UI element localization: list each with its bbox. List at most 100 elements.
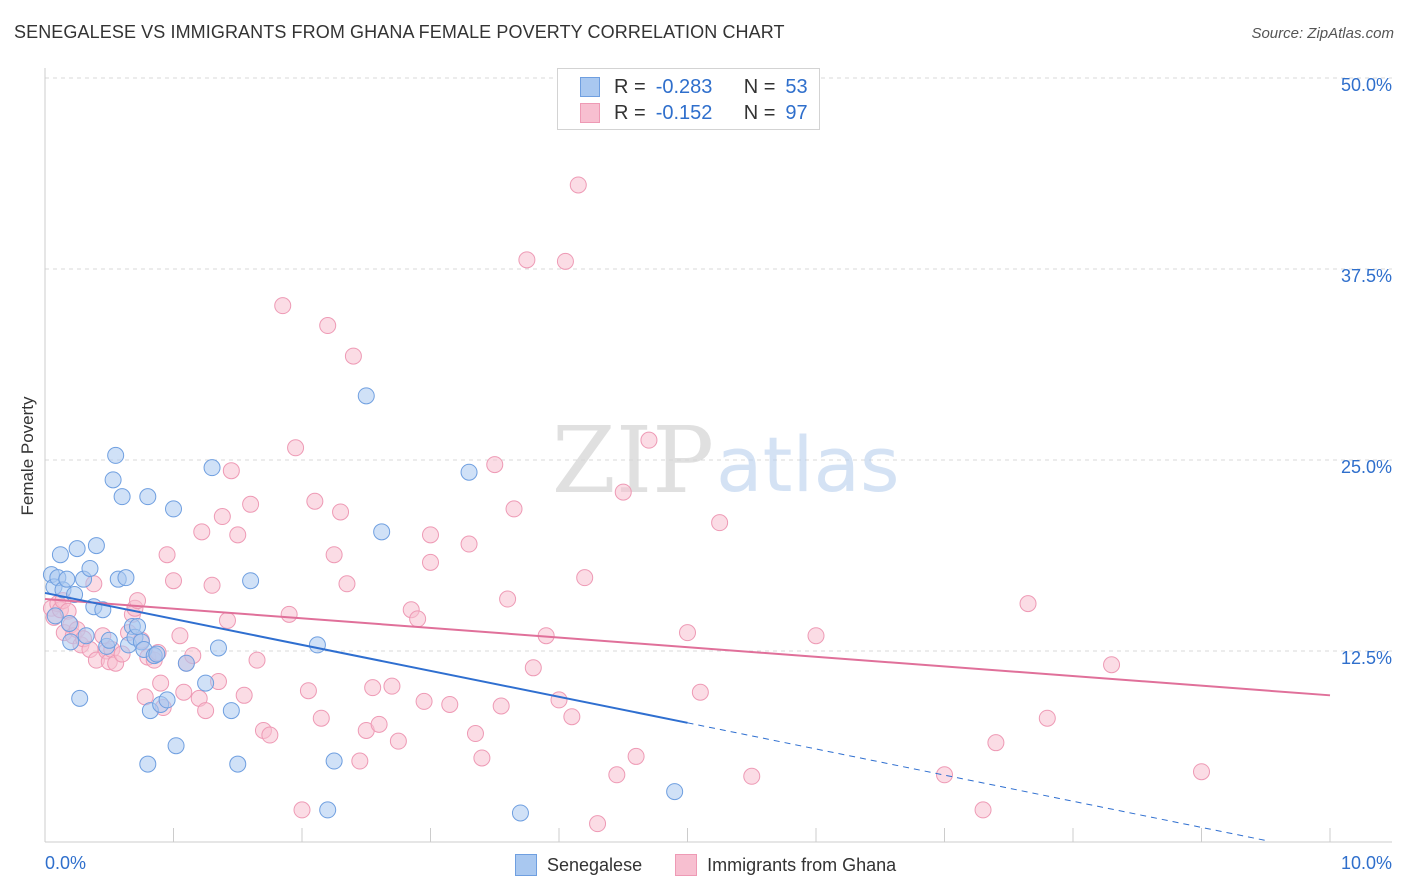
point-ghana [306, 492, 324, 510]
point-ghana [743, 767, 761, 785]
tick-labels: 12.5% 25.0% 37.5% 50.0% 0.0% 10.0% [45, 75, 1392, 873]
point-ghana [319, 317, 337, 335]
series-senegalese-points [42, 387, 684, 822]
point-ghana [370, 715, 388, 733]
point-ghana [608, 766, 626, 784]
point-senegalese [107, 446, 125, 464]
point-ghana [248, 651, 266, 669]
point-ghana [338, 575, 356, 593]
y-tick-label: 50.0% [1341, 75, 1392, 95]
point-ghana [152, 674, 170, 692]
point-ghana [299, 682, 317, 700]
point-senegalese [60, 614, 78, 632]
corr-row-senegalese: R = -0.283 N = 53 [580, 74, 808, 100]
point-senegalese [139, 755, 157, 773]
point-senegalese [129, 618, 147, 636]
point-senegalese [58, 570, 76, 588]
point-ghana [325, 546, 343, 564]
grid-lines [45, 77, 1392, 652]
point-ghana [466, 725, 484, 743]
point-ghana [1019, 595, 1037, 613]
n-label: N = [743, 101, 776, 124]
point-ghana [640, 431, 658, 449]
point-ghana [158, 546, 176, 564]
point-ghana [203, 576, 221, 594]
point-senegalese [460, 463, 478, 481]
legend-label: Senegalese [547, 854, 643, 875]
point-senegalese [229, 755, 247, 773]
point-senegalese [242, 572, 260, 590]
point-ghana [460, 535, 478, 553]
series-ghana-points [42, 176, 1210, 833]
y-tick-label: 12.5% [1341, 648, 1392, 668]
r-label: R = [614, 75, 646, 98]
point-ghana [550, 691, 568, 709]
point-senegalese [357, 387, 375, 405]
source-note: Source: ZipAtlas.com [1251, 25, 1394, 42]
point-ghana [441, 695, 459, 713]
point-senegalese [203, 459, 221, 477]
corr-row-ghana: R = -0.152 N = 97 [580, 100, 808, 126]
y-tick-label: 25.0% [1341, 457, 1392, 477]
trend-line-senegalese [44, 591, 688, 724]
point-ghana [422, 526, 439, 544]
legend-item-senegalese[interactable]: Senegalese [515, 854, 642, 876]
r-label: R = [614, 101, 646, 124]
point-ghana [218, 611, 236, 629]
point-ghana [422, 553, 439, 571]
point-ghana [129, 592, 147, 610]
axes [44, 68, 1392, 843]
legend-swatch-pink [675, 854, 698, 876]
point-senegalese [87, 537, 105, 555]
n-value: 53 [785, 75, 808, 98]
point-senegalese [319, 801, 337, 819]
point-ghana [332, 503, 350, 521]
point-senegalese [167, 737, 185, 755]
point-senegalese [104, 471, 122, 489]
point-ghana [193, 523, 211, 541]
point-ghana [679, 624, 696, 642]
swatch-blue [580, 77, 600, 97]
point-ghana [229, 526, 247, 544]
point-ghana [351, 752, 369, 770]
point-ghana [261, 726, 279, 744]
point-senegalese [158, 691, 176, 709]
point-ghana [344, 347, 362, 365]
point-ghana [473, 749, 491, 767]
point-senegalese [197, 674, 215, 692]
x-tick-label: 10.0% [1341, 853, 1392, 873]
point-ghana [274, 297, 292, 315]
point-ghana [492, 697, 510, 715]
r-value: -0.283 [655, 75, 713, 98]
point-ghana [1103, 656, 1121, 674]
point-senegalese [209, 639, 227, 657]
point-ghana [165, 572, 182, 590]
point-ghana [409, 610, 427, 628]
point-ghana [691, 683, 709, 701]
swatch-pink [580, 103, 600, 123]
correlation-box: R = -0.283 N = 53 R = -0.152 N = 97 [557, 68, 820, 130]
point-ghana [576, 569, 594, 587]
point-ghana [312, 709, 330, 727]
point-senegalese [325, 752, 343, 770]
point-ghana [364, 679, 382, 697]
legend: Senegalese Immigrants from Ghana [515, 852, 929, 878]
n-value: 97 [785, 101, 808, 124]
point-ghana [524, 659, 542, 677]
legend-label: Immigrants from Ghana [707, 854, 897, 875]
point-senegalese [62, 633, 80, 651]
point-ghana [415, 692, 433, 710]
point-ghana [175, 683, 193, 701]
legend-item-ghana[interactable]: Immigrants from Ghana [675, 854, 896, 876]
point-senegalese [373, 523, 391, 541]
point-ghana [627, 747, 645, 765]
point-senegalese [139, 488, 157, 506]
point-ghana [486, 456, 504, 474]
point-senegalese [68, 540, 86, 558]
point-ghana [807, 627, 825, 645]
point-ghana [171, 627, 189, 645]
point-ghana [197, 702, 215, 720]
point-ghana [293, 801, 311, 819]
n-label: N = [743, 75, 776, 98]
